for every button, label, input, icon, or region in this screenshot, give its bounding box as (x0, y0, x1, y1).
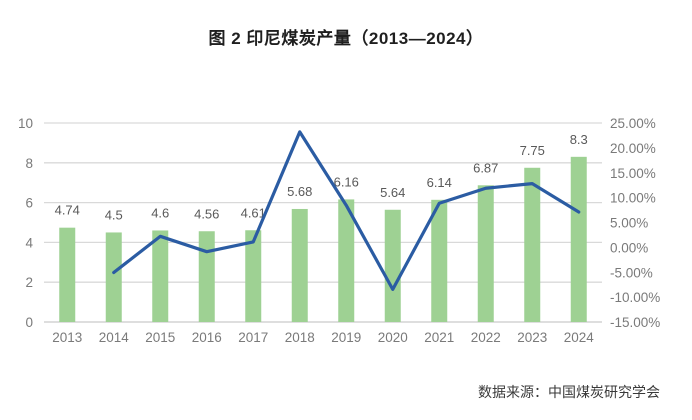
bar-value-label: 5.68 (287, 184, 312, 199)
bar-value-label: 4.6 (151, 205, 169, 220)
y-axis-left-tick-label: 0 (25, 315, 33, 330)
x-axis-tick-label: 2018 (285, 330, 315, 345)
y-axis-right-tick-label: -10.00% (610, 290, 660, 305)
bar-value-label: 6.87 (473, 160, 498, 175)
bar-2019 (338, 199, 355, 322)
bar-value-label: 7.75 (520, 143, 545, 158)
bar-2020 (384, 209, 401, 322)
bar-2015 (152, 230, 169, 322)
y-axis-right-tick-label: -5.00% (610, 265, 653, 280)
y-axis-right-tick-label: -15.00% (610, 315, 660, 330)
bar-value-label: 4.74 (55, 203, 80, 218)
bar-2016 (198, 231, 215, 322)
x-axis-tick-label: 2022 (471, 330, 501, 345)
bar-2023 (524, 167, 541, 322)
bar-2018 (291, 208, 308, 322)
bar-value-label: 6.14 (427, 175, 452, 190)
bar-2017 (245, 230, 262, 322)
data-source-note: 数据来源：中国煤炭研究学会 (478, 384, 660, 400)
y-axis-right-tick-label: 10.00% (610, 191, 656, 206)
y-axis-left-tick-label: 4 (25, 235, 33, 250)
x-axis-tick-label: 2024 (564, 330, 595, 345)
bar-2014 (105, 232, 122, 322)
bar-2024 (570, 156, 587, 322)
bar-value-label: 8.3 (570, 132, 588, 147)
x-axis-tick-label: 2013 (52, 330, 82, 345)
bar-2022 (477, 185, 494, 322)
x-axis-tick-label: 2019 (331, 330, 361, 345)
bar-value-label: 6.16 (334, 174, 359, 189)
y-axis-right-tick-label: 0.00% (610, 240, 648, 255)
x-axis-tick-label: 2017 (238, 330, 268, 345)
y-axis-left-tick-label: 2 (25, 275, 33, 290)
y-axis-left-tick-label: 10 (18, 116, 33, 131)
bar-value-label: 4.61 (241, 205, 266, 220)
x-axis-tick-label: 2021 (424, 330, 454, 345)
bar-2021 (431, 199, 448, 322)
bar-value-label: 4.5 (105, 207, 123, 222)
x-axis-tick-label: 2020 (378, 330, 408, 345)
chart-title: 图 2 印尼煤炭产量（2013—2024） (208, 29, 484, 48)
x-axis-tick-label: 2023 (517, 330, 547, 345)
yoy-growth-line (112, 130, 581, 291)
x-axis-tick-label: 2016 (192, 330, 222, 345)
y-axis-left-tick-label: 8 (25, 156, 33, 171)
y-axis-left-tick-label: 6 (25, 196, 33, 211)
x-axis-tick-label: 2015 (145, 330, 175, 345)
y-axis-right-tick-label: 15.00% (610, 166, 656, 181)
bar-value-label: 4.56 (194, 206, 219, 221)
y-axis-right-tick-label: 25.00% (610, 116, 656, 131)
y-axis-right-tick-label: 5.00% (610, 216, 648, 231)
bar-value-label: 5.64 (380, 185, 405, 200)
x-axis-tick-label: 2014 (99, 330, 130, 345)
y-axis-right-tick-label: 20.00% (610, 141, 656, 156)
bar-2013 (59, 227, 76, 322)
